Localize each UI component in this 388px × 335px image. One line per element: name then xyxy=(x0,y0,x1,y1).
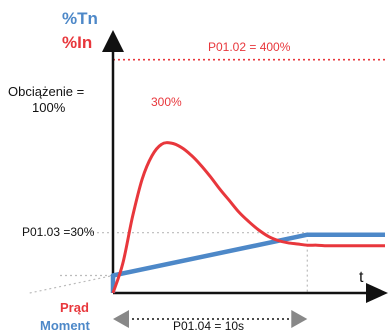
ramp-duration-label: P01.04 = 10s xyxy=(173,319,244,333)
x-axis-label: t xyxy=(359,269,364,286)
legend-prad: Prąd xyxy=(60,300,89,315)
start-level-label: P01.03 =30% xyxy=(22,225,95,239)
torque-extension-guide-line xyxy=(29,274,114,294)
load-label-line2: 100% xyxy=(32,100,66,115)
load-label-line1: Obciążenie = xyxy=(8,84,84,99)
ramp-duration-arrow-right xyxy=(291,310,308,328)
series-prad-line xyxy=(111,141,385,294)
limit-label: P01.02 = 400% xyxy=(208,40,291,54)
y-label-current: %In xyxy=(62,33,92,52)
peak-label: 300% xyxy=(151,95,182,109)
ramp-duration-arrow-left xyxy=(113,310,129,328)
legend-moment: Moment xyxy=(40,318,91,333)
y-label-torque: %Tn xyxy=(62,9,98,28)
y-axis-arrow xyxy=(102,30,124,52)
x-axis-arrow xyxy=(366,283,388,303)
series-moment-line xyxy=(110,232,385,293)
